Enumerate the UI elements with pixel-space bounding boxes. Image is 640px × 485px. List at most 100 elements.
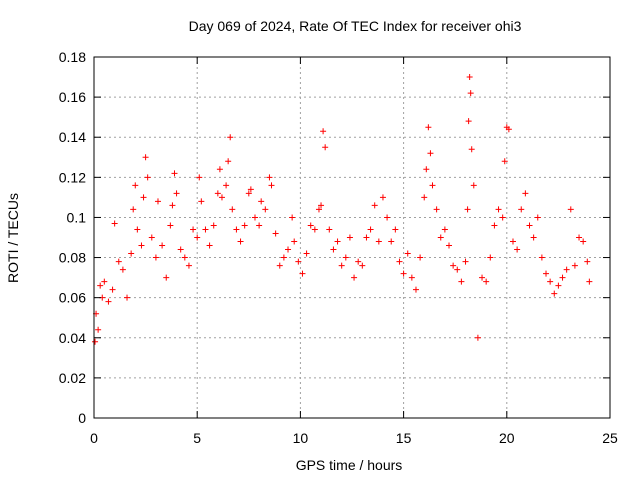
y-tick-label: 0.12 (59, 169, 86, 185)
grid-lines (94, 57, 610, 418)
data-point (446, 242, 453, 249)
data-point (351, 274, 358, 281)
data-point (330, 246, 337, 253)
data-point (214, 190, 221, 197)
tick-labels: 0 0.02 0.04 0.06 0.08 0.1 0.12 0.14 0.16 0.18 0 5 10… (59, 49, 618, 446)
data-point (256, 222, 263, 229)
data-point (245, 190, 252, 197)
data-point (105, 298, 112, 305)
data-point (225, 158, 232, 165)
data-point (547, 278, 554, 285)
data-point (470, 182, 477, 189)
data-point (124, 294, 131, 301)
data-point (163, 274, 170, 281)
data-point (280, 254, 287, 261)
data-point (379, 194, 386, 201)
data-point (95, 326, 102, 333)
data-point (571, 262, 578, 269)
data-point (198, 198, 205, 205)
data-point (509, 238, 516, 245)
data-point (417, 254, 424, 261)
data-point (315, 206, 322, 213)
data-point (111, 220, 118, 227)
data-point (567, 206, 574, 213)
data-point (400, 270, 407, 277)
data-point (285, 246, 292, 253)
data-point (318, 202, 325, 209)
data-point (514, 246, 521, 253)
y-tick-label: 0.04 (59, 330, 86, 346)
data-point (307, 222, 314, 229)
data-point (334, 238, 341, 245)
data-point (495, 206, 502, 213)
data-point (132, 182, 139, 189)
data-point (522, 190, 529, 197)
data-point (134, 226, 141, 233)
data-point (584, 258, 591, 265)
data-point (237, 238, 244, 245)
data-point (518, 206, 525, 213)
data-point (138, 242, 145, 249)
data-point (326, 226, 333, 233)
y-tick-label: 0.08 (59, 250, 86, 266)
data-point (218, 194, 225, 201)
data-point (551, 290, 558, 297)
data-point (320, 128, 327, 135)
data-point (346, 234, 353, 241)
data-point (295, 258, 302, 265)
data-point (388, 238, 395, 245)
data-point (467, 90, 474, 97)
data-point (92, 338, 99, 345)
data-point (559, 274, 566, 281)
data-point (371, 202, 378, 209)
data-point (142, 154, 149, 161)
data-point (338, 262, 345, 269)
data-point (190, 226, 197, 233)
data-point (173, 190, 180, 197)
data-point (555, 282, 562, 289)
data-point (462, 258, 469, 265)
data-point (433, 206, 440, 213)
data-points (92, 74, 593, 345)
data-point (144, 174, 151, 181)
x-tick-label: 20 (499, 430, 515, 446)
data-point (262, 206, 269, 213)
data-point (229, 206, 236, 213)
data-point (322, 144, 329, 151)
data-point (119, 266, 126, 273)
data-point (171, 170, 178, 177)
data-point (299, 270, 306, 277)
data-point (464, 206, 471, 213)
data-point (291, 238, 298, 245)
data-point (177, 246, 184, 253)
data-point (437, 234, 444, 241)
data-point (311, 226, 318, 233)
x-tick-label: 0 (90, 430, 98, 446)
data-point (289, 214, 296, 221)
data-point (140, 194, 147, 201)
data-point (206, 242, 213, 249)
data-point (303, 250, 310, 257)
data-point (109, 286, 116, 293)
data-point (216, 166, 223, 173)
data-point (441, 226, 448, 233)
data-point (196, 174, 203, 181)
data-point (276, 262, 283, 269)
y-tick-label: 0.1 (67, 209, 87, 225)
data-point (375, 238, 382, 245)
data-point (538, 254, 545, 261)
y-tick-label: 0.16 (59, 89, 86, 105)
data-point (202, 226, 209, 233)
x-axis-label: GPS time / hours (296, 457, 403, 473)
data-point (505, 126, 512, 133)
data-point (465, 118, 472, 125)
y-axis-label: ROTI / TECUs (5, 193, 21, 283)
data-point (101, 278, 108, 285)
data-point (363, 234, 370, 241)
data-point (487, 254, 494, 261)
data-point (404, 250, 411, 257)
data-point (454, 266, 461, 273)
data-point (534, 214, 541, 221)
data-point (272, 230, 279, 237)
